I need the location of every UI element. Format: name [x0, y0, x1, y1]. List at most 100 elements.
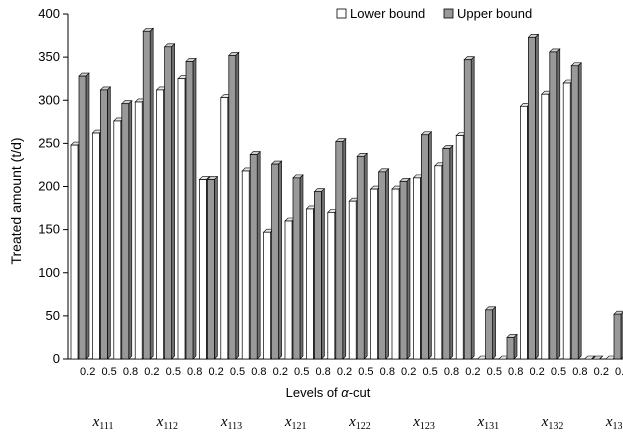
bar-upper-bound — [207, 179, 215, 360]
x-tick-label: 0.5 — [422, 366, 437, 378]
bar-upper-bound — [100, 89, 108, 360]
group-label-subscript: 133 — [613, 421, 623, 432]
bar-lower-bound — [327, 212, 336, 360]
x-axis-title-symbol: α — [341, 385, 349, 400]
bar-lower-bound — [455, 135, 464, 360]
legend-label: Lower bound — [350, 6, 425, 21]
group-label-subscript: 123 — [420, 421, 435, 432]
group-label-base: x — [92, 414, 100, 430]
x-tick-label: 0.2 — [80, 366, 95, 378]
bar-lower-bound — [348, 200, 357, 360]
x-tick-label: 0.5 — [358, 366, 373, 378]
bar-upper-bound-side — [128, 99, 133, 360]
bar-upper-bound — [271, 163, 279, 360]
bar-lower-bound — [113, 120, 122, 360]
bar-upper-bound-side — [470, 55, 475, 360]
group-label-subscript: 122 — [356, 421, 371, 432]
x-tick-label: 0.5 — [551, 366, 566, 378]
group-label-base: x — [220, 414, 228, 430]
bar-upper-bound-side — [342, 137, 347, 360]
group-label-subscript: 112 — [163, 421, 178, 432]
x-tick-label: 0.8 — [444, 366, 459, 378]
group-label-subscript: 121 — [292, 421, 307, 432]
x-tick-label: 0.2 — [337, 366, 352, 378]
bar-upper-bound — [249, 154, 258, 360]
bar-upper-bound — [121, 103, 130, 360]
bar-upper-bound-side — [256, 150, 261, 360]
group-label-subscript: 111 — [99, 421, 113, 432]
bar-upper-bound-side — [171, 43, 175, 360]
group-label: x123 — [412, 414, 435, 432]
group-label: x121 — [284, 414, 307, 432]
bar-lower-bound — [284, 220, 293, 360]
bar-upper-bound-side — [321, 187, 325, 360]
x-axis-title-suffix: -cut — [349, 385, 371, 400]
group-label-subscript: 132 — [548, 421, 563, 432]
bar-upper-bound — [485, 309, 493, 360]
bar-upper-bound-side — [192, 57, 197, 360]
bar-upper-bound — [314, 191, 322, 360]
x-tick-label: 0.5 — [615, 366, 623, 378]
bar-lower-bound — [263, 231, 271, 360]
bar-upper-bound — [421, 134, 429, 360]
x-axis-title: Levels of α-cut — [286, 385, 371, 400]
y-tick-label: 150 — [38, 222, 60, 237]
bar-upper-bound — [549, 51, 558, 360]
x-tick-label: 0.2 — [401, 366, 416, 378]
x-tick-label: 0.5 — [101, 366, 116, 378]
x-tick-label: 0.8 — [251, 366, 266, 378]
bar-lower-bound — [241, 170, 250, 360]
bar-lower-bound — [370, 188, 378, 360]
x-axis-title-prefix: Levels of — [286, 385, 342, 400]
bar-upper-bound — [506, 337, 515, 360]
group-label-base: x — [541, 414, 549, 430]
bars — [70, 27, 623, 360]
bar-lower-bound — [70, 144, 79, 360]
group-label: x112 — [156, 414, 178, 432]
bar-upper-bound-side — [406, 177, 411, 360]
group-label-base: x — [156, 414, 164, 430]
bar-upper-bound-side — [492, 306, 496, 360]
bar-lower-bound-side — [591, 355, 595, 360]
x-tick-label: 0.5 — [166, 366, 181, 378]
group-label-subscript: 113 — [228, 421, 243, 432]
x-tick-label: 0.2 — [144, 366, 159, 378]
legend-swatch — [336, 8, 347, 19]
bar-lower-bound — [220, 97, 229, 360]
x-tick-label: 0.8 — [187, 366, 202, 378]
x-tick-label: 0.8 — [380, 366, 395, 378]
x-tick-label: 0.2 — [208, 366, 223, 378]
bar-lower-bound — [156, 89, 164, 360]
bar-upper-bound-side — [449, 144, 454, 360]
bar-upper-bound — [356, 155, 365, 360]
x-tick-label: 0.5 — [487, 366, 502, 378]
bar-upper-bound-side — [535, 33, 539, 360]
y-tick-label: 200 — [38, 179, 60, 194]
group-label-base: x — [348, 414, 356, 430]
group-label-base: x — [284, 414, 292, 430]
x-tick-label: 0.8 — [508, 366, 523, 378]
group-label-base: x — [412, 414, 420, 430]
bar-upper-bound-side — [599, 355, 603, 360]
bar-lower-bound — [134, 101, 143, 360]
bar-lower-bound — [177, 78, 186, 360]
legend: Lower bound Upper bound — [336, 6, 532, 21]
y-tick-label: 50 — [46, 308, 60, 323]
bar-lower-bound — [520, 105, 528, 360]
bar-upper-bound — [442, 148, 451, 360]
bar-upper-bound-side — [299, 174, 304, 360]
bar-upper-bound — [78, 75, 87, 360]
bar-upper-bound — [463, 59, 472, 360]
group-label-subscript: 131 — [484, 421, 499, 432]
y-axis-title: Treated amount (t/d) — [8, 137, 24, 264]
bar-upper-bound — [613, 313, 622, 360]
y-tick-label: 300 — [38, 92, 60, 107]
x-tick-label: 0.8 — [572, 366, 587, 378]
y-tick-label: 250 — [38, 135, 60, 150]
bar-upper-bound — [570, 65, 579, 360]
group-label: x111 — [92, 414, 114, 432]
x-tick-label: 0.2 — [529, 366, 544, 378]
legend-label: Upper bound — [457, 6, 532, 21]
